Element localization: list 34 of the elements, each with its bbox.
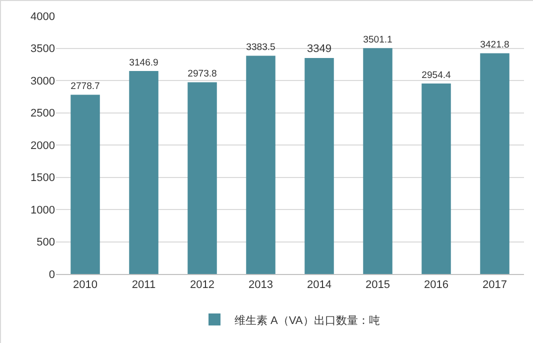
legend-label: 维生素 A（VA）出口数量：吨: [234, 314, 380, 327]
y-tick-label: 500: [36, 236, 55, 249]
bar: [70, 94, 100, 274]
x-tick-label: 2010: [73, 279, 98, 292]
bar: [304, 58, 334, 274]
data-label: 3501.1: [363, 34, 392, 46]
x-tick-label: 2016: [424, 279, 448, 292]
y-tick-label: 3500: [30, 43, 55, 56]
x-tick-label: 2015: [366, 279, 390, 292]
y-tick-label: 1500: [30, 172, 55, 184]
bar: [246, 56, 276, 274]
data-label: 3383.5: [246, 42, 276, 54]
x-tick-label: 2011: [132, 279, 156, 292]
y-tick-label: 0: [48, 268, 55, 281]
data-label: 3421.8: [480, 40, 510, 51]
x-tick-label: 2014: [307, 279, 332, 292]
data-label: 2954.4: [422, 70, 452, 81]
y-tick-label: 2500: [30, 108, 55, 120]
data-label: 2778.7: [70, 81, 100, 92]
bar: [363, 48, 392, 274]
bar: [129, 71, 158, 274]
y-tick-label: 3000: [30, 75, 55, 88]
data-label: 2973.8: [188, 68, 217, 80]
y-tick-label: 2000: [30, 140, 55, 152]
bar: [480, 53, 510, 274]
x-tick-label: 2013: [248, 279, 273, 292]
x-tick-label: 2012: [190, 279, 214, 292]
data-label: 3349: [307, 42, 332, 55]
data-label: 3146.9: [129, 57, 158, 68]
y-tick-label: 1000: [30, 204, 55, 216]
bar: [422, 83, 451, 274]
bar: [188, 82, 217, 274]
x-tick-label: 2017: [482, 279, 507, 292]
y-tick-label: 4000: [30, 10, 55, 23]
